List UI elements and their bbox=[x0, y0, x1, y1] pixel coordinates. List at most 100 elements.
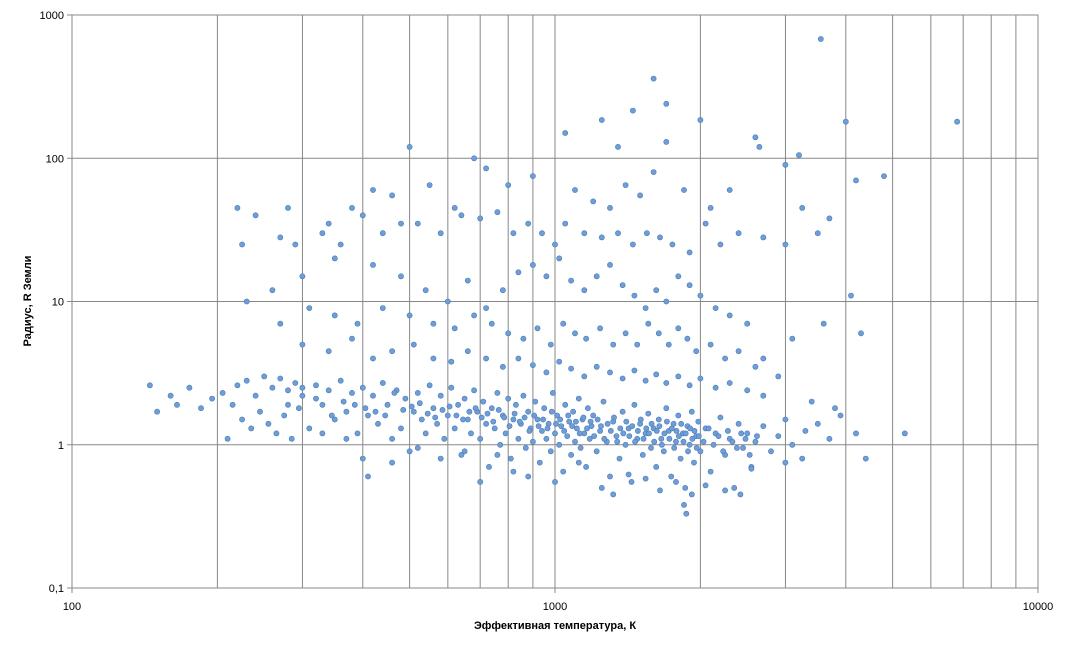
data-point bbox=[365, 412, 371, 419]
data-point bbox=[325, 220, 332, 227]
data-point bbox=[607, 261, 613, 268]
data-point bbox=[408, 403, 415, 410]
data-point bbox=[712, 384, 719, 391]
data-point bbox=[675, 373, 682, 380]
data-point bbox=[455, 401, 461, 408]
data-point bbox=[239, 241, 245, 248]
data-point bbox=[299, 392, 306, 399]
data-point bbox=[775, 433, 782, 439]
data-point bbox=[461, 448, 468, 455]
data-point bbox=[744, 320, 751, 327]
data-point bbox=[832, 405, 838, 412]
data-point bbox=[642, 475, 649, 482]
data-point bbox=[712, 305, 719, 311]
data-point bbox=[306, 305, 313, 311]
data-point bbox=[607, 204, 613, 211]
data-point bbox=[541, 405, 548, 412]
data-point bbox=[285, 401, 291, 408]
data-point bbox=[590, 412, 597, 419]
data-point bbox=[243, 298, 250, 305]
data-point bbox=[634, 341, 641, 348]
data-point bbox=[653, 371, 660, 378]
data-point bbox=[572, 438, 578, 445]
data-point bbox=[494, 389, 501, 396]
data-point bbox=[682, 484, 689, 491]
data-point bbox=[837, 412, 844, 419]
data-point bbox=[483, 355, 489, 362]
data-point bbox=[583, 335, 589, 342]
data-point bbox=[673, 427, 680, 434]
data-point bbox=[622, 182, 629, 188]
data-point bbox=[675, 412, 682, 419]
data-point bbox=[808, 398, 815, 405]
data-point bbox=[715, 433, 722, 439]
data-point bbox=[740, 444, 746, 451]
data-point bbox=[448, 358, 455, 365]
data-point bbox=[494, 451, 501, 458]
data-point bbox=[370, 261, 376, 268]
data-point bbox=[466, 408, 473, 415]
data-point bbox=[525, 408, 532, 415]
data-point bbox=[581, 230, 588, 237]
data-point bbox=[402, 395, 409, 402]
data-point bbox=[697, 448, 704, 455]
data-point bbox=[584, 425, 590, 432]
data-point bbox=[285, 204, 291, 211]
data-point bbox=[752, 134, 759, 141]
data-point bbox=[680, 438, 687, 445]
data-point bbox=[389, 192, 395, 199]
data-point bbox=[564, 433, 571, 439]
data-point bbox=[635, 427, 641, 434]
data-point bbox=[789, 441, 796, 448]
data-point bbox=[488, 405, 495, 412]
data-point bbox=[520, 392, 527, 399]
data-point bbox=[565, 412, 572, 419]
data-point bbox=[665, 341, 672, 348]
data-point bbox=[729, 438, 736, 445]
data-point bbox=[675, 273, 682, 280]
gridlines bbox=[72, 15, 1038, 588]
data-point bbox=[186, 384, 193, 391]
data-point bbox=[331, 255, 338, 262]
data-point bbox=[629, 423, 636, 429]
data-point bbox=[313, 382, 319, 389]
data-point bbox=[782, 241, 789, 248]
data-point bbox=[853, 177, 859, 184]
data-point bbox=[691, 427, 698, 434]
data-point bbox=[676, 433, 682, 439]
data-point bbox=[598, 423, 604, 429]
data-point bbox=[658, 435, 665, 442]
data-point bbox=[664, 418, 670, 425]
data-point bbox=[597, 427, 603, 434]
data-point bbox=[437, 392, 444, 399]
data-point bbox=[490, 418, 497, 425]
data-point bbox=[499, 363, 506, 370]
data-point bbox=[359, 384, 366, 391]
data-point bbox=[661, 430, 668, 437]
data-point bbox=[702, 220, 709, 227]
data-point bbox=[568, 277, 574, 284]
data-point bbox=[167, 392, 174, 399]
data-point bbox=[488, 320, 495, 327]
data-point bbox=[511, 410, 518, 417]
data-point bbox=[400, 406, 407, 413]
data-point bbox=[370, 187, 376, 193]
data-point bbox=[820, 320, 827, 327]
x-tick-label: 1000 bbox=[543, 601, 567, 613]
data-point bbox=[434, 420, 440, 427]
data-point bbox=[726, 312, 733, 319]
data-point bbox=[337, 241, 344, 248]
y-tick-label: 1 bbox=[58, 440, 64, 452]
data-point bbox=[610, 491, 617, 498]
data-point bbox=[660, 448, 667, 455]
data-point bbox=[631, 292, 638, 299]
data-point bbox=[536, 459, 543, 466]
data-point bbox=[693, 348, 700, 355]
data-point bbox=[630, 107, 636, 114]
data-point bbox=[430, 355, 437, 362]
data-point bbox=[471, 312, 477, 319]
data-point bbox=[646, 430, 652, 437]
data-point bbox=[556, 255, 563, 262]
data-point bbox=[552, 241, 558, 248]
data-point bbox=[560, 320, 567, 327]
